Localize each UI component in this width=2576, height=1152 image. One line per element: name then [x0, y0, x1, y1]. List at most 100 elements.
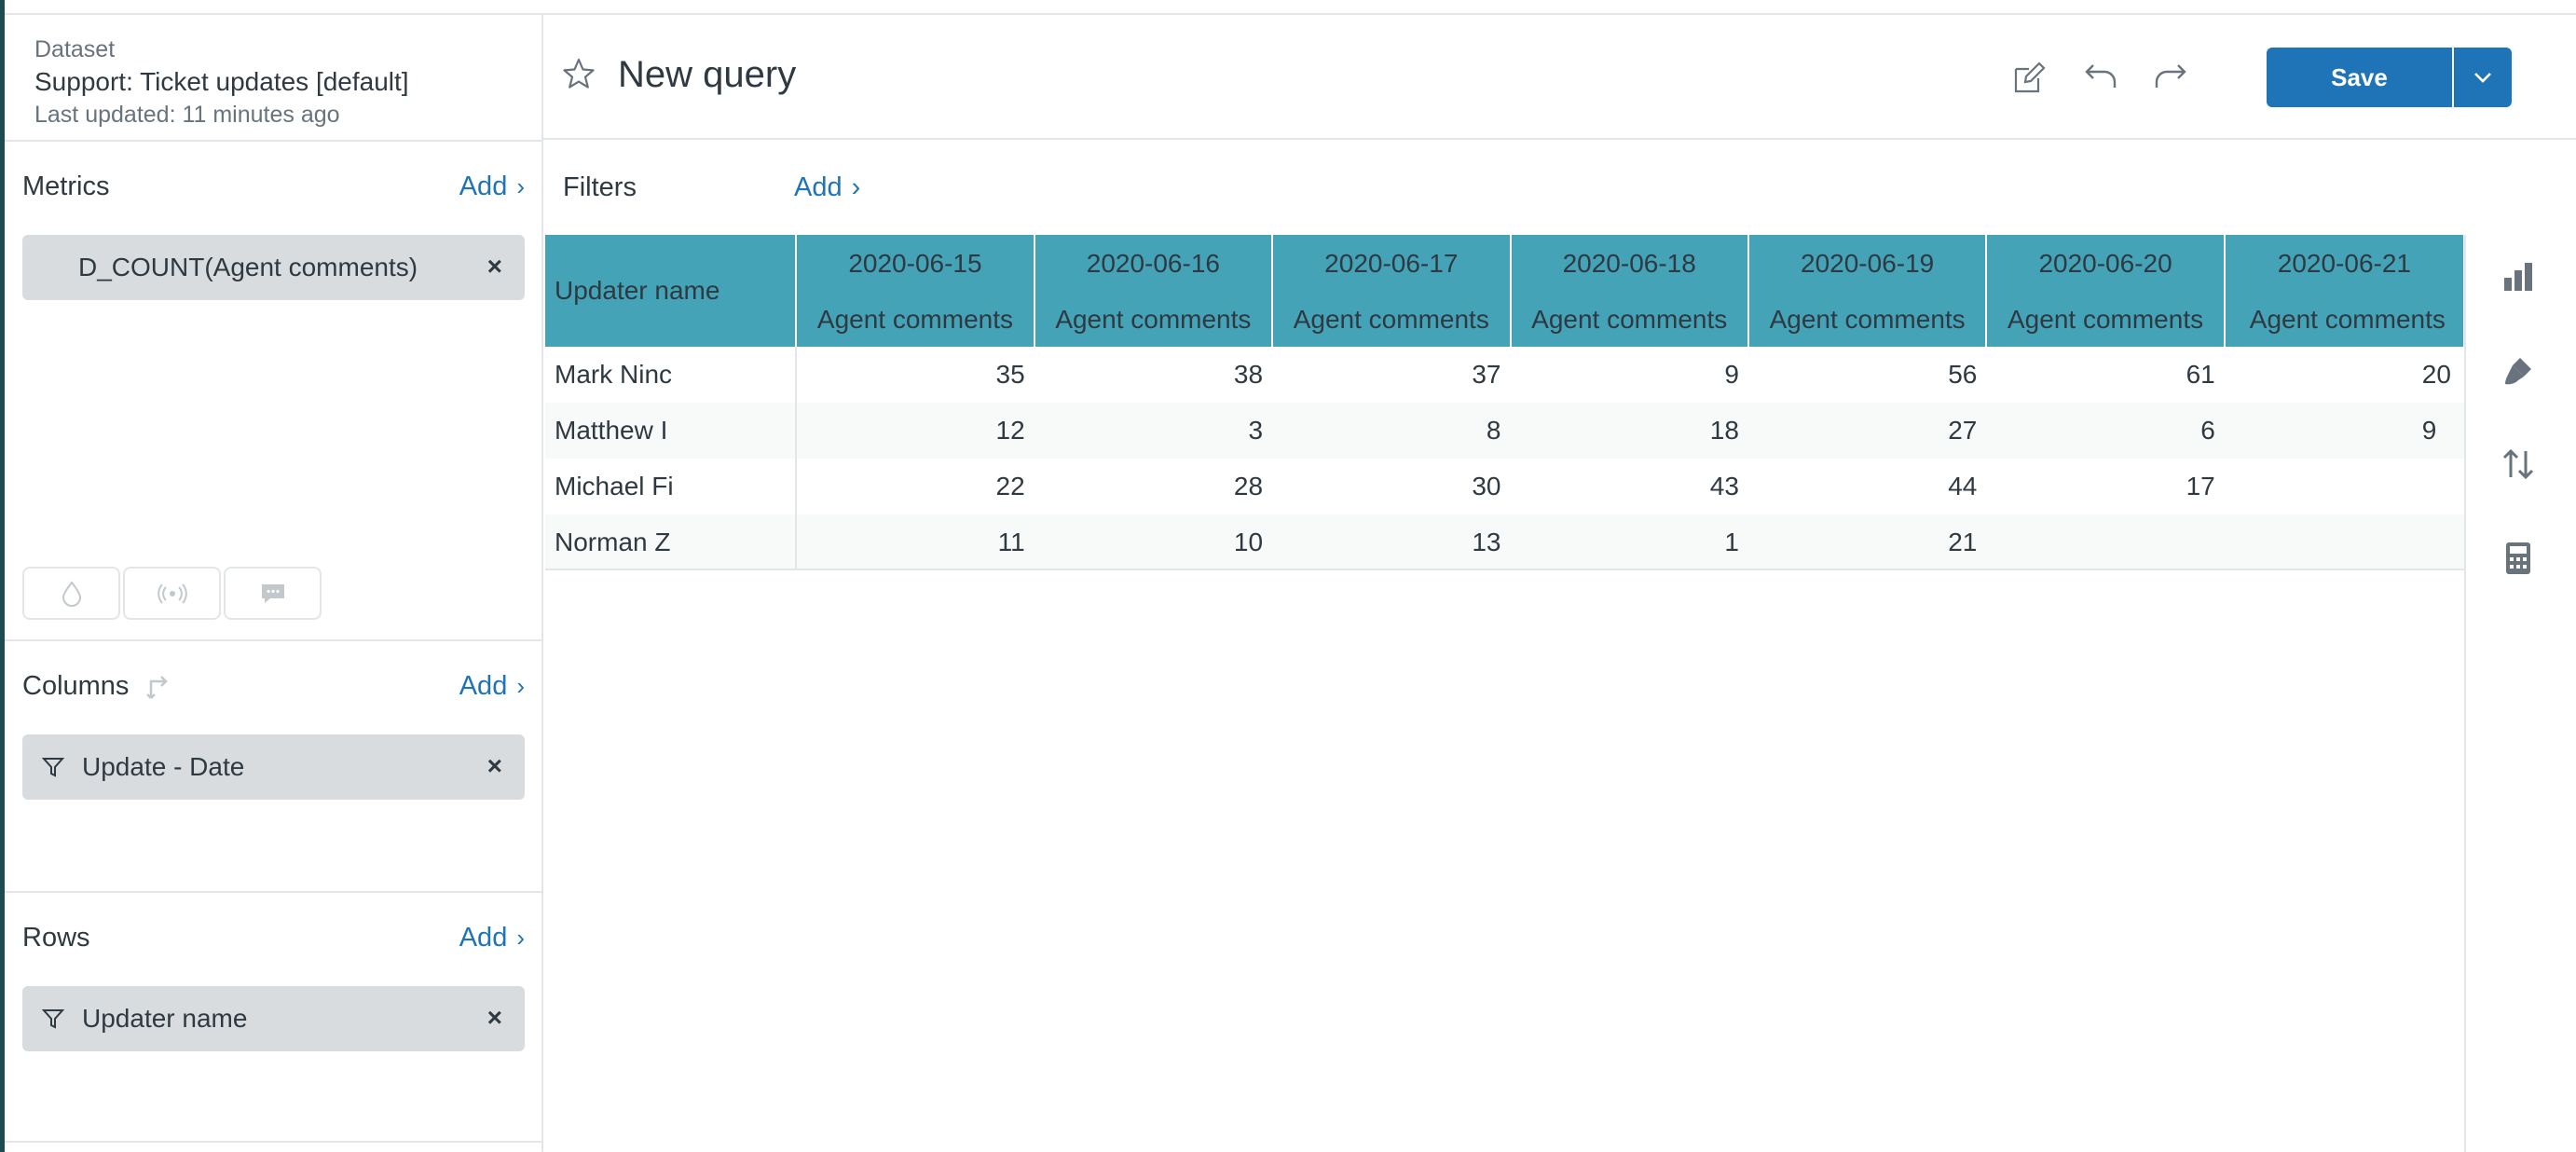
filter-icon [41, 758, 65, 777]
value-cell: 56 [1948, 360, 1978, 389]
filters-add-button[interactable]: Add › [794, 172, 860, 203]
value-cell: 21 [1747, 514, 1987, 570]
value-cell: 27 [1747, 403, 1987, 459]
value-cell: 20 [2421, 360, 2451, 389]
edit-icon[interactable] [2012, 62, 2046, 95]
chevron-down-icon [2474, 73, 2491, 83]
date-header[interactable]: 2020-06-19 [1747, 235, 1988, 293]
value-cell: 28 [1233, 472, 1264, 501]
value-cell: 9 [1724, 360, 1739, 389]
drop-button[interactable] [22, 567, 120, 620]
value-cell: 8 [1272, 403, 1511, 459]
table-row: Michael Fi 22 28 30 43 44 17 [545, 459, 2464, 514]
metric-header[interactable]: Agent comments [796, 293, 1035, 347]
redo-icon[interactable] [2152, 62, 2187, 93]
comment-button[interactable] [224, 567, 322, 620]
left-edge [0, 0, 5, 1152]
row-header-cell[interactable]: Updater name [545, 235, 798, 347]
metric-header[interactable]: Agent comments [1272, 293, 1512, 347]
result-table-wrap[interactable]: Updater name 2020-06-15 2020-06-16 2020-… [545, 235, 2465, 570]
value-cell: 18 [1510, 403, 1748, 459]
bar-chart-icon[interactable] [2501, 261, 2535, 293]
sort-icon[interactable] [2501, 447, 2535, 481]
query-title[interactable]: New query [618, 54, 797, 95]
value-cell: 43 [1709, 472, 1739, 501]
table-row: Mark Ninc 35 38 37 9 56 61 20 [545, 347, 2464, 403]
columns-add-button[interactable]: Add › [459, 671, 525, 702]
metric-pill[interactable]: D_COUNT(Agent comments) × [22, 235, 525, 300]
dataset-caption: Dataset [34, 36, 116, 62]
table-bottom-border [545, 569, 2465, 570]
row-pill-label: Updater name [82, 1004, 248, 1033]
dataset-info[interactable]: Dataset Support: Ticket updates [default… [34, 34, 409, 130]
table-row: Matthew I 12 3 8 18 27 6 9 [545, 403, 2464, 459]
row-name-cell: Mark Ninc [545, 347, 798, 403]
date-header[interactable]: 2020-06-18 [1510, 235, 1749, 293]
value-cell: 13 [1272, 514, 1511, 570]
table-row: Norman Z 11 10 13 1 21 [545, 514, 2464, 570]
date-header[interactable]: 2020-06-16 [1034, 235, 1274, 293]
sidebar: Dataset Support: Ticket updates [default… [5, 15, 543, 1152]
date-header[interactable]: 2020-06-21 [2224, 235, 2465, 293]
row-pill[interactable]: Updater name × [22, 986, 525, 1051]
dataset-last-updated: Last updated: 11 minutes ago [34, 102, 340, 128]
metric-header[interactable]: Agent comments [2224, 293, 2465, 347]
value-cell: 30 [1472, 472, 1501, 501]
top-strip [0, 0, 2576, 15]
metric-header[interactable]: Agent comments [1747, 293, 1988, 347]
close-icon[interactable]: × [486, 252, 502, 281]
value-cell: 44 [1948, 472, 1978, 501]
divider [5, 1141, 543, 1143]
column-pill-label: Update - Date [82, 752, 245, 781]
swap-icon[interactable] [142, 672, 173, 702]
metrics-add-button[interactable]: Add › [459, 171, 525, 202]
rows-add-button[interactable]: Add › [459, 923, 525, 953]
value-cell: 35 [995, 360, 1025, 389]
value-cell: 1 [1510, 514, 1748, 570]
value-cell: 3 [1034, 403, 1273, 459]
metrics-add-label: Add [459, 171, 508, 201]
chevron-right-icon: › [516, 172, 525, 200]
dataset-name[interactable]: Support: Ticket updates [default] [34, 67, 409, 96]
value-cell: 61 [2185, 360, 2215, 389]
metric-header[interactable]: Agent comments [1034, 293, 1274, 347]
divider [5, 140, 543, 142]
metric-header[interactable]: Agent comments [1510, 293, 1749, 347]
value-cell: 9 [2224, 403, 2464, 459]
date-header[interactable]: 2020-06-17 [1272, 235, 1512, 293]
divider [5, 891, 543, 893]
star-icon[interactable] [562, 58, 596, 89]
columns-title-wrap: Columns [22, 671, 173, 702]
calculator-icon[interactable] [2501, 541, 2535, 576]
rows-add-label: Add [459, 923, 508, 953]
save-button[interactable]: Save [2267, 48, 2452, 107]
value-cell: 6 [1986, 403, 2225, 459]
broadcast-button[interactable] [123, 567, 221, 620]
value-cell: 22 [995, 472, 1025, 501]
broadcast-icon [157, 583, 187, 604]
value-cell: 12 [796, 403, 1035, 459]
date-header[interactable]: 2020-06-20 [1986, 235, 2226, 293]
divider [5, 639, 543, 641]
header-row-dates: Updater name 2020-06-15 2020-06-16 2020-… [545, 235, 2465, 347]
undo-icon[interactable] [2084, 62, 2119, 93]
metrics-title: Metrics [22, 171, 110, 201]
comment-icon [261, 583, 284, 603]
rows-title: Rows [22, 923, 90, 953]
brush-icon[interactable] [2501, 354, 2535, 388]
chevron-right-icon: › [516, 924, 525, 952]
close-icon[interactable]: × [486, 1003, 502, 1032]
filters-add-label: Add [794, 172, 843, 202]
date-header[interactable]: 2020-06-15 [796, 235, 1035, 293]
value-cell: 11 [796, 514, 1035, 570]
metric-header[interactable]: Agent comments [1986, 293, 2226, 347]
value-cell: 37 [1472, 360, 1501, 389]
query-header: New query Save [543, 15, 2576, 140]
filter-icon [41, 1009, 65, 1029]
save-options-button[interactable] [2454, 48, 2512, 107]
value-cell [2225, 459, 2464, 514]
column-pill[interactable]: Update - Date × [22, 734, 525, 800]
metric-pill-label: D_COUNT(Agent comments) [78, 253, 418, 281]
close-icon[interactable]: × [486, 751, 502, 780]
header-row-metrics: Agent comments Agent comments Agent comm… [545, 293, 2465, 347]
